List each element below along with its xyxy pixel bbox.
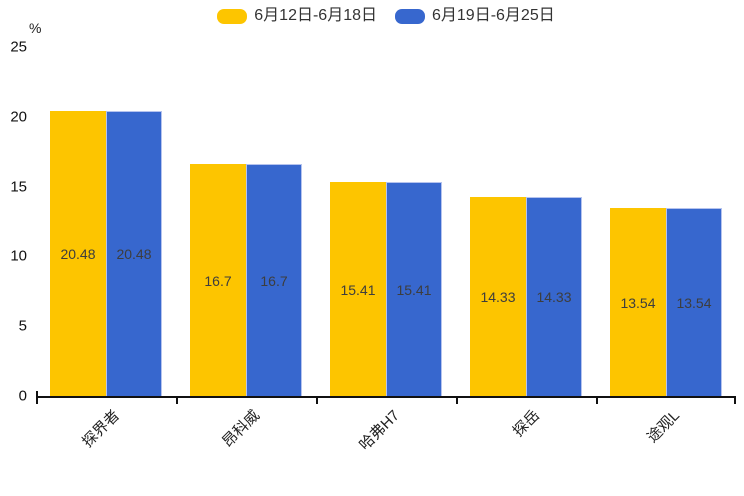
bar-value-label: 13.54 (620, 294, 656, 311)
y-axis-tick-label: 10 (10, 247, 27, 265)
y-axis-origin-tick (36, 391, 38, 396)
bar-series-1-探界者 (106, 111, 162, 397)
legend: 6月12日-6月18日 6月19日-6月25日 (36, 7, 736, 25)
y-axis-tick-label: 25 (10, 38, 27, 56)
x-axis-tick (316, 398, 318, 404)
legend-item-series-0[interactable]: 6月12日-6月18日 (217, 7, 377, 25)
bar-series-1-昂科威 (246, 164, 302, 397)
y-axis-tick-label: 20 (10, 108, 27, 126)
bar-series-0-途观L (610, 208, 666, 397)
x-axis-tick (734, 398, 736, 404)
legend-swatch-icon (395, 8, 425, 24)
y-axis-unit-label: % (29, 20, 42, 36)
bar-series-1-途观L (666, 208, 722, 397)
bar-value-label: 20.48 (60, 246, 96, 262)
bar-value-label: 14.33 (536, 289, 572, 305)
bar-series-0-哈弗H7 (330, 182, 386, 397)
bar-series-0-探界者 (50, 111, 106, 397)
bar-series-0-探岳 (470, 197, 526, 397)
x-axis-tick (456, 398, 458, 404)
x-axis-category-label: 昂科威 (219, 407, 264, 451)
x-axis-tick (596, 398, 598, 404)
legend-label: 6月19日-6月25日 (432, 7, 555, 24)
bar-value-label: 15.41 (396, 281, 432, 298)
y-axis-tick-label: 15 (10, 178, 27, 196)
legend-item-series-1[interactable]: 6月19日-6月25日 (395, 7, 555, 25)
bar-value-label: 13.54 (676, 294, 712, 311)
bar-series-1-探岳 (526, 197, 582, 397)
bar-value-label: 16.7 (260, 272, 288, 289)
legend-label: 6月12日-6月18日 (254, 7, 377, 24)
legend-swatch-icon (217, 8, 248, 24)
x-axis-category-label: 途观L (643, 407, 684, 447)
bar-value-label: 16.7 (204, 272, 232, 289)
x-axis-category-label: 探岳 (509, 407, 544, 441)
bar-series-0-昂科威 (190, 164, 246, 397)
x-axis-category-label: 探界者 (79, 407, 124, 451)
bar-value-label: 14.33 (480, 289, 516, 305)
bar-value-label: 20.48 (116, 246, 152, 262)
y-axis-tick-label: 0 (18, 387, 27, 405)
y-axis-tick-label: 5 (18, 317, 27, 335)
x-axis-tick (176, 398, 178, 404)
bar-value-label: 15.41 (340, 281, 376, 298)
x-axis-line (36, 396, 736, 398)
x-axis-tick (36, 398, 38, 404)
x-axis-category-label: 哈弗H7 (356, 407, 404, 454)
